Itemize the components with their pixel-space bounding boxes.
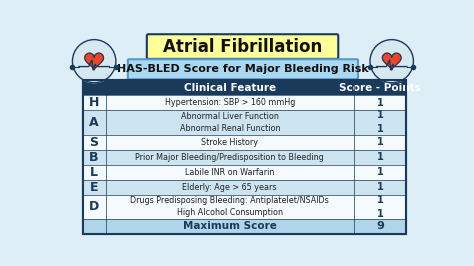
Polygon shape (383, 53, 401, 70)
Text: H: H (89, 97, 100, 110)
Text: S: S (90, 135, 99, 148)
Text: Atrial Fibrillation: Atrial Fibrillation (163, 38, 322, 56)
Text: L: L (90, 165, 98, 178)
Bar (82, 219, 406, 234)
Text: Clinical Feature: Clinical Feature (184, 83, 276, 93)
Bar (82, 135, 406, 149)
Text: E: E (90, 181, 99, 194)
Bar (82, 180, 406, 195)
Text: Prior Major Bleeding/Predisposition to Bleeding: Prior Major Bleeding/Predisposition to B… (136, 152, 324, 161)
Bar (82, 80, 406, 234)
Text: D: D (89, 200, 99, 213)
Text: 9: 9 (376, 221, 384, 231)
Circle shape (73, 40, 116, 83)
Text: 1: 1 (377, 167, 383, 177)
Text: 1: 1 (377, 98, 383, 108)
Text: Score - Points: Score - Points (339, 83, 421, 93)
Text: 1: 1 (377, 152, 383, 162)
Text: 1
1: 1 1 (377, 195, 383, 219)
Bar (82, 80, 406, 95)
Bar (82, 110, 406, 135)
Bar (82, 165, 406, 180)
Text: 1: 1 (377, 137, 383, 147)
Polygon shape (85, 53, 103, 70)
Text: A: A (89, 116, 99, 129)
Text: HAS-BLED Score for Major Bleeding Risk: HAS-BLED Score for Major Bleeding Risk (117, 64, 369, 74)
Text: Hypertension: SBP > 160 mmHg: Hypertension: SBP > 160 mmHg (164, 98, 295, 107)
Text: 1
1: 1 1 (377, 110, 383, 135)
Bar (82, 149, 406, 165)
Text: B: B (90, 151, 99, 164)
Bar (82, 80, 406, 234)
Text: Abnormal Liver Function
Abnormal Renal Function: Abnormal Liver Function Abnormal Renal F… (180, 112, 280, 133)
Bar (82, 195, 406, 219)
Circle shape (370, 40, 413, 83)
Text: Drugs Predisposing Bleeding: Antiplatelet/NSAIDs
High Alcohol Consumption: Drugs Predisposing Bleeding: Antiplatele… (130, 196, 329, 217)
FancyBboxPatch shape (147, 34, 338, 59)
Text: Maximum Score: Maximum Score (183, 221, 277, 231)
Text: Labile INR on Warfarin: Labile INR on Warfarin (185, 168, 274, 177)
FancyBboxPatch shape (128, 59, 358, 79)
Text: Elderly: Age > 65 years: Elderly: Age > 65 years (182, 182, 277, 192)
Bar (82, 95, 406, 110)
Text: Stroke History: Stroke History (201, 138, 258, 147)
Text: 1: 1 (377, 182, 383, 192)
